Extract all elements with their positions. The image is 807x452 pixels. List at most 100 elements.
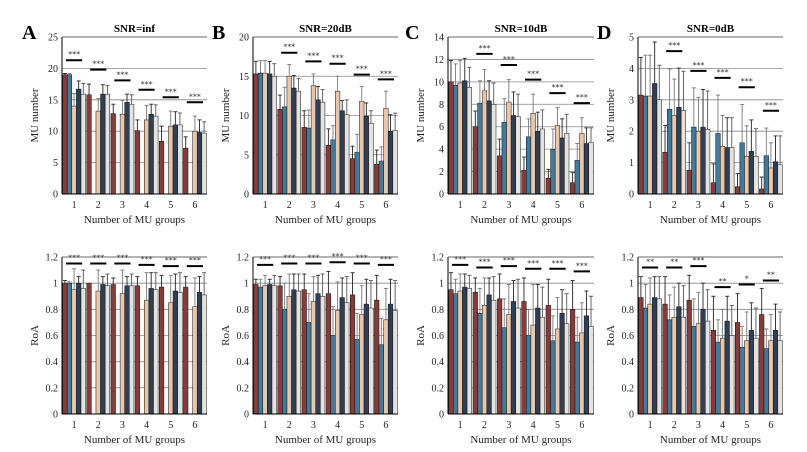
bar-series-4-group-2 xyxy=(100,93,106,195)
x-tick-label: 6 xyxy=(383,420,388,431)
bar-series-1-group-5 xyxy=(159,286,165,415)
bar-series-4-group-3 xyxy=(510,115,516,195)
bar-series-1-group-1 xyxy=(62,282,68,415)
y-tick-label: 25 xyxy=(48,33,58,44)
bar-series-4-group-4 xyxy=(148,113,154,195)
bar-series-5-group-6 xyxy=(588,142,594,195)
y-tick-label: 10 xyxy=(239,111,249,122)
significance-label: *** xyxy=(116,254,128,263)
bar-series-5-group-6 xyxy=(777,164,783,195)
significance-label: *** xyxy=(356,254,368,263)
bar-series-5-group-5 xyxy=(753,156,759,195)
y-tick-label: 0.6 xyxy=(622,331,635,342)
bar-series-3-group-5 xyxy=(168,125,174,195)
x-tick-label: 2 xyxy=(482,200,487,211)
bar-series-2-group-6 xyxy=(378,160,384,195)
significance-label: *** xyxy=(165,87,177,96)
bar-series-3-group-5 xyxy=(359,101,365,195)
bar-series-1-group-5 xyxy=(545,178,551,195)
bar-series-4-group-1 xyxy=(76,88,82,195)
bar-series-5-group-4 xyxy=(344,114,350,195)
bar-series-3-group-2 xyxy=(481,90,488,195)
bar-series-1-group-1 xyxy=(638,297,644,415)
x-tick-label: 2 xyxy=(96,420,101,431)
y-axis-label: RoA xyxy=(415,325,427,346)
bar-series-3-group-3 xyxy=(506,314,512,415)
bar-series-3-group-1 xyxy=(457,290,463,415)
y-tick-label: 1 xyxy=(244,279,249,290)
bar-series-3-group-2 xyxy=(286,296,292,415)
x-axis-label: Number of MU groups xyxy=(84,434,185,446)
bar-series-3-group-6 xyxy=(579,332,585,415)
y-axis-label: MU number xyxy=(415,88,427,142)
bar-series-3-group-6 xyxy=(768,340,774,415)
significance-label: *** xyxy=(552,259,564,268)
bar-series-1-group-1 xyxy=(253,73,259,195)
bar-series-4-group-5 xyxy=(172,290,178,415)
bar-series-3-group-6 xyxy=(383,319,389,415)
bar-series-3-group-4 xyxy=(144,119,150,195)
bar-series-1-group-3 xyxy=(497,298,503,415)
bar-series-3-group-4 xyxy=(720,146,726,195)
bar-series-3-group-5 xyxy=(168,302,174,415)
significance-label: *** xyxy=(527,259,539,268)
y-tick-label: 0.4 xyxy=(432,357,445,368)
panel-letter: D xyxy=(597,22,611,44)
x-tick-label: 1 xyxy=(72,200,77,211)
x-tick-label: 1 xyxy=(648,420,653,431)
bar-series-4-group-1 xyxy=(76,282,82,415)
bar-series-4-group-5 xyxy=(559,313,565,415)
bar-series-4-group-6 xyxy=(196,132,203,195)
significance-label: *** xyxy=(332,54,344,63)
y-tick-label: 0 xyxy=(439,410,444,421)
bar-series-2-group-3 xyxy=(691,326,697,415)
y-tick-label: 3 xyxy=(629,95,634,106)
x-tick-label: 3 xyxy=(696,420,701,431)
bar-series-3-group-4 xyxy=(530,113,536,195)
x-tick-label: 6 xyxy=(192,420,197,431)
x-axis-label: Number of MU groups xyxy=(470,214,571,226)
y-tick-label: 1.2 xyxy=(46,253,59,264)
y-tick-label: 12 xyxy=(434,55,444,66)
x-tick-label: 4 xyxy=(531,420,536,431)
bar-series-2-group-4 xyxy=(715,133,721,195)
significance-label: *** xyxy=(527,70,539,79)
bar-series-1-group-1 xyxy=(448,289,454,415)
bar-series-1-group-2 xyxy=(277,285,283,415)
bar-series-4-group-5 xyxy=(748,330,754,415)
significance-label: *** xyxy=(68,254,80,263)
bar-series-5-group-3 xyxy=(129,103,135,195)
y-tick-label: 0 xyxy=(53,190,58,201)
chart-panel-d-roa: 0 0.2 0.4 0.6 0.8 1 1.2 1 ** 2 ** 3 *** 4 ** 5 * 6 ** Numbe… xyxy=(605,253,783,446)
bar-series-2-group-1 xyxy=(453,84,459,195)
bar-series-5-group-2 xyxy=(295,290,301,415)
bar-series-4-group-4 xyxy=(535,307,541,415)
bar-series-3-group-1 xyxy=(457,82,463,195)
significance-label: *** xyxy=(68,50,80,59)
y-tick-label: 0 xyxy=(244,190,249,201)
bar-series-1-group-6 xyxy=(759,188,765,195)
bar-series-1-group-6 xyxy=(374,163,380,195)
y-tick-label: 1.2 xyxy=(237,253,250,264)
bar-series-3-group-5 xyxy=(554,328,561,415)
y-tick-label: 0.6 xyxy=(46,331,59,342)
bar-series-4-group-2 xyxy=(676,107,682,195)
bar-series-3-group-3 xyxy=(310,301,316,415)
bar-series-5-group-2 xyxy=(491,299,497,415)
y-tick-label: 0 xyxy=(244,410,249,421)
x-tick-label: 3 xyxy=(506,200,511,211)
significance-label: *** xyxy=(356,65,368,74)
x-tick-label: 4 xyxy=(335,420,340,431)
bar-series-1-group-4 xyxy=(521,301,527,415)
y-tick-label: 0 xyxy=(53,410,58,421)
bar-series-3-group-3 xyxy=(695,323,701,415)
bar-series-4-group-5 xyxy=(363,303,369,415)
significance-label: *** xyxy=(717,68,729,77)
bar-series-4-group-6 xyxy=(196,292,203,415)
bar-series-2-group-2 xyxy=(667,319,673,415)
bar-series-4-group-1 xyxy=(652,83,658,195)
x-tick-label: 4 xyxy=(720,420,725,431)
x-tick-label: 5 xyxy=(744,420,749,431)
x-tick-label: 6 xyxy=(579,200,584,211)
